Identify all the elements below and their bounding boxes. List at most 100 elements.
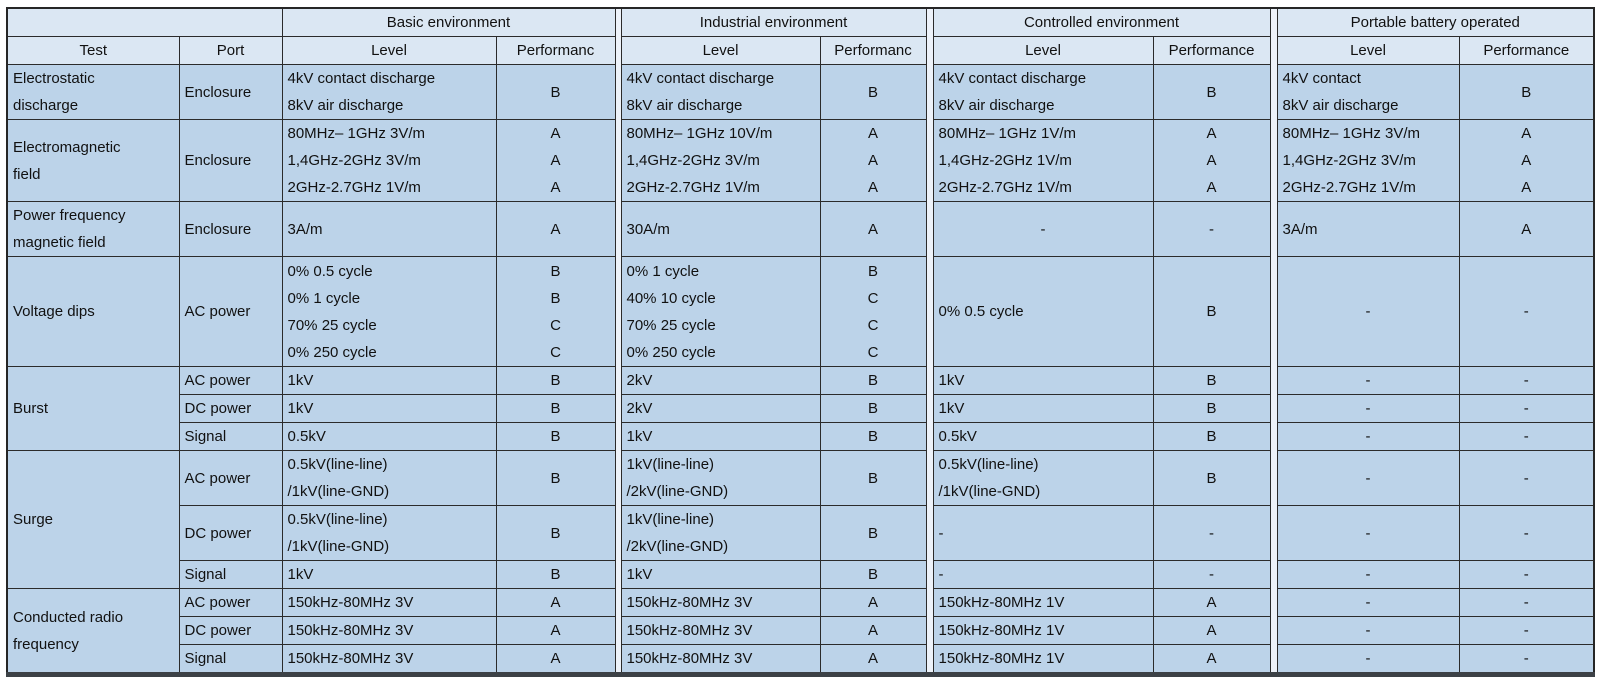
controlled-level-cell: 0.5kV(line-line) /1kV(line-GND): [932, 450, 1154, 506]
controlled-level-cell: 150kHz-80MHz 1V: [932, 588, 1154, 617]
table-row: DC power 0.5kV(line-line) /1kV(line-GND)…: [7, 505, 1595, 561]
test-cell: Surge: [6, 450, 180, 589]
portable-level-cell: -: [1276, 366, 1460, 395]
table-row: Test Port Level Performanc Level Perform…: [6, 36, 1595, 65]
basic-level-cell: 1kV: [281, 394, 497, 423]
table-row: DC power 1kV B 2kV B 1kV B - -: [7, 394, 1595, 423]
test-cell: Voltage dips: [6, 256, 180, 367]
controlled-performance-cell: -: [1152, 560, 1271, 589]
controlled-performance-cell: A: [1152, 588, 1271, 617]
basic-performance-cell: A: [495, 644, 616, 675]
portable-performance-cell: -: [1458, 366, 1595, 395]
col-header-performance: Performance: [1458, 36, 1595, 65]
basic-level-cell: 150kHz-80MHz 3V: [281, 644, 497, 675]
col-header-level: Level: [620, 36, 821, 65]
portable-performance-cell: A: [1458, 201, 1595, 257]
portable-level-cell: -: [1276, 394, 1460, 423]
portable-level-cell: -: [1276, 422, 1460, 451]
industrial-performance-cell: B: [819, 64, 927, 120]
port-cell: AC power: [178, 366, 283, 395]
column-spacer: [1269, 644, 1278, 675]
industrial-performance-cell: A A A: [819, 119, 927, 202]
column-spacer: [1269, 394, 1278, 423]
column-spacer: [925, 201, 934, 257]
group-header-controlled: Controlled environment: [932, 7, 1271, 37]
portable-level-cell: 4kV contact 8kV air discharge: [1276, 64, 1460, 120]
basic-level-cell: 150kHz-80MHz 3V: [281, 616, 497, 645]
controlled-performance-cell: -: [1152, 201, 1271, 257]
basic-level-cell: 150kHz-80MHz 3V: [281, 588, 497, 617]
port-cell: Signal: [178, 644, 283, 675]
controlled-level-cell: -: [932, 505, 1154, 561]
column-spacer: [925, 8, 934, 37]
controlled-level-cell: 1kV: [932, 394, 1154, 423]
industrial-level-cell: 2kV: [620, 394, 821, 423]
table-row: DC power 150kHz-80MHz 3V A 150kHz-80MHz …: [7, 616, 1595, 645]
industrial-level-cell: 30A/m: [620, 201, 821, 257]
portable-level-cell: -: [1276, 505, 1460, 561]
controlled-level-cell: 0% 0.5 cycle: [932, 256, 1154, 367]
column-spacer: [925, 394, 934, 423]
portable-performance-cell: -: [1458, 394, 1595, 423]
table-row: Burst AC power 1kV B 2kV B 1kV B - -: [6, 366, 1595, 451]
basic-performance-cell: B: [495, 560, 616, 589]
portable-performance-cell: -: [1458, 505, 1595, 561]
test-cell: Conducted radio frequency: [6, 588, 180, 675]
industrial-performance-cell: B: [819, 366, 927, 395]
table-row: Voltage dips AC power 0% 0.5 cycle 0% 1 …: [6, 256, 1595, 367]
controlled-level-cell: 0.5kV: [932, 422, 1154, 451]
basic-level-cell: 0.5kV: [281, 422, 497, 451]
basic-level-cell: 0.5kV(line-line) /1kV(line-GND): [281, 450, 497, 506]
controlled-level-cell: 150kHz-80MHz 1V: [932, 616, 1154, 645]
controlled-performance-cell: B: [1152, 256, 1271, 367]
table-row: Signal 150kHz-80MHz 3V A 150kHz-80MHz 3V…: [7, 644, 1595, 675]
column-spacer: [1269, 256, 1278, 367]
portable-level-cell: 80MHz– 1GHz 3V/m 1,4GHz-2GHz 3V/m 2GHz-2…: [1276, 119, 1460, 202]
controlled-performance-cell: B: [1152, 366, 1271, 395]
table-row: Conducted radio frequency AC power 150kH…: [6, 588, 1595, 675]
industrial-performance-cell: A: [819, 201, 927, 257]
column-spacer: [925, 616, 934, 645]
col-header-level: Level: [281, 36, 497, 65]
controlled-level-cell: 1kV: [932, 366, 1154, 395]
test-cell: Burst: [6, 366, 180, 451]
column-spacer: [1269, 64, 1278, 120]
col-header-level: Level: [1276, 36, 1460, 65]
industrial-performance-cell: B: [819, 394, 927, 423]
table-row: Power frequency magnetic field Enclosure…: [6, 201, 1595, 257]
port-cell: Signal: [178, 560, 283, 589]
controlled-level-cell: -: [932, 201, 1154, 257]
industrial-level-cell: 150kHz-80MHz 3V: [620, 616, 821, 645]
column-spacer: [1269, 616, 1278, 645]
industrial-level-cell: 80MHz– 1GHz 10V/m 1,4GHz-2GHz 3V/m 2GHz-…: [620, 119, 821, 202]
port-cell: Enclosure: [178, 64, 283, 120]
portable-performance-cell: -: [1458, 560, 1595, 589]
controlled-performance-cell: A: [1152, 644, 1271, 675]
basic-performance-cell: A: [495, 588, 616, 617]
portable-level-cell: -: [1276, 560, 1460, 589]
controlled-performance-cell: B: [1152, 64, 1271, 120]
column-spacer: [925, 505, 934, 561]
port-cell: Signal: [178, 422, 283, 451]
table-row: Electrostatic discharge Enclosure 4kV co…: [6, 64, 1595, 120]
controlled-performance-cell: B: [1152, 422, 1271, 451]
basic-performance-cell: A: [495, 616, 616, 645]
controlled-performance-cell: A: [1152, 616, 1271, 645]
industrial-performance-cell: B: [819, 505, 927, 561]
controlled-performance-cell: B: [1152, 450, 1271, 506]
industrial-level-cell: 0% 1 cycle 40% 10 cycle 70% 25 cycle 0% …: [620, 256, 821, 367]
column-spacer: [925, 36, 934, 65]
controlled-level-cell: -: [932, 560, 1154, 589]
column-spacer: [1269, 505, 1278, 561]
industrial-performance-cell: B: [819, 450, 927, 506]
col-header-port: Port: [178, 36, 283, 65]
table-row: Electromagnetic field Enclosure 80MHz– 1…: [6, 119, 1595, 202]
industrial-level-cell: 1kV: [620, 560, 821, 589]
port-cell: AC power: [178, 588, 283, 617]
portable-level-cell: -: [1276, 644, 1460, 675]
basic-performance-cell: A: [495, 201, 616, 257]
industrial-level-cell: 1kV(line-line) /2kV(line-GND): [620, 450, 821, 506]
column-spacer: [1269, 588, 1278, 617]
industrial-level-cell: 1kV(line-line) /2kV(line-GND): [620, 505, 821, 561]
col-header-performance: Performanc: [495, 36, 616, 65]
